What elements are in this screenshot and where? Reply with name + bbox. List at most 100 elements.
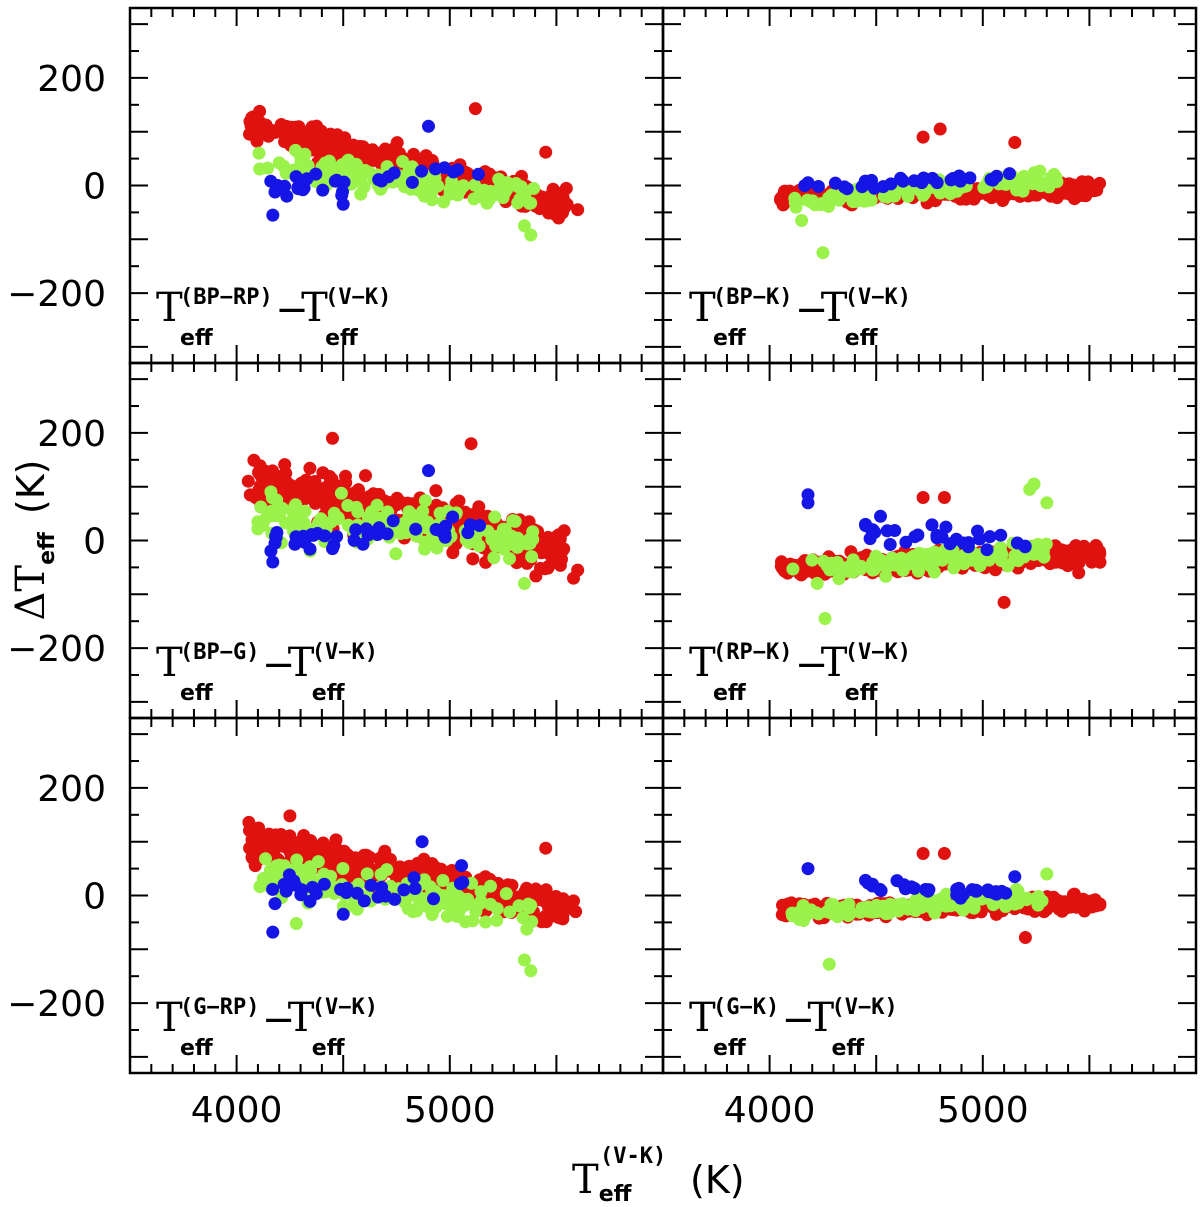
point-green	[289, 143, 302, 157]
point-green	[324, 515, 338, 529]
point-blue	[915, 176, 929, 190]
point-green	[499, 887, 513, 901]
label-sub: eff	[180, 1036, 214, 1061]
point-blue	[994, 528, 1008, 542]
point-red	[337, 844, 351, 858]
point-red	[241, 474, 255, 488]
point-green	[814, 198, 828, 212]
label-sup: (BP−G)	[180, 640, 259, 665]
label-minus: −	[262, 997, 296, 1043]
point-green	[484, 897, 497, 911]
panels-layer: T(BP−RP)eff−T(V−K)effT(BP−K)eff−T(V−K)ef…	[128, 6, 1198, 1075]
series-blue	[264, 119, 485, 222]
point-red	[247, 453, 261, 467]
label-sup: (G−RP)	[180, 995, 259, 1020]
point-red-outlier	[283, 809, 297, 823]
point-green	[897, 553, 910, 567]
point-red	[1080, 900, 1094, 914]
label-symbol: T	[288, 995, 315, 1041]
point-green	[516, 911, 530, 925]
point-red	[390, 136, 404, 150]
panel-label: T(BP−G)eff−T(V−K)eff	[156, 640, 378, 706]
point-green	[908, 557, 922, 571]
point-red	[330, 128, 344, 142]
label-symbol: T	[288, 640, 315, 686]
label-sub: eff	[713, 1036, 747, 1061]
point-red-outlier	[567, 571, 580, 585]
point-blue	[970, 884, 984, 898]
point-red	[304, 838, 318, 852]
point-red	[253, 488, 267, 502]
y-tick-label: −200	[7, 629, 106, 670]
y-tick-label: −200	[7, 984, 106, 1025]
point-green	[468, 178, 482, 192]
point-green	[1022, 172, 1036, 186]
point-blue	[415, 164, 428, 178]
point-red	[556, 544, 569, 557]
label-symbol: T	[821, 640, 848, 686]
point-green	[523, 536, 537, 550]
point-blue	[306, 880, 319, 894]
panel-label: T(G−K)eff−T(V−K)eff	[689, 995, 898, 1061]
point-red	[329, 833, 343, 847]
point-green	[879, 569, 893, 583]
point-blue	[874, 884, 888, 898]
series-blue	[801, 488, 1032, 557]
point-blue	[364, 878, 378, 892]
x-axis-sub: eff	[599, 1182, 633, 1207]
point-green	[417, 873, 431, 887]
point-red	[253, 104, 267, 118]
point-red	[452, 494, 466, 508]
point-blue	[461, 526, 475, 540]
point-green	[440, 909, 454, 923]
label-sup: (V−K)	[312, 995, 378, 1020]
point-blue	[883, 538, 897, 551]
point-green	[312, 515, 326, 529]
point-green	[425, 176, 439, 190]
y-axis-sub: eff	[35, 531, 60, 565]
point-green	[360, 867, 374, 881]
point-red	[544, 544, 558, 558]
svg-text:Teff: Teff	[572, 1157, 633, 1207]
point-blue	[306, 528, 320, 542]
point-red	[776, 557, 790, 571]
point-blue	[980, 543, 994, 557]
point-green	[474, 885, 488, 899]
point-blue	[438, 161, 451, 175]
point-red	[999, 189, 1013, 203]
point-green	[833, 563, 847, 577]
point-red	[246, 118, 260, 132]
panel-g-rp: T(G−RP)eff−T(V−K)eff	[128, 716, 665, 1075]
point-blue	[811, 180, 825, 193]
y-tick-labels: −200 0 200 −200 0 200 −200 0 200	[7, 59, 106, 1025]
point-red	[254, 469, 268, 483]
point-green	[496, 191, 510, 205]
series-blue	[801, 862, 1022, 905]
point-green	[490, 913, 504, 927]
point-green	[351, 505, 365, 519]
x-axis-sup: (V-K)	[600, 1144, 666, 1169]
point-red	[316, 142, 330, 156]
point-red-outlier	[1018, 931, 1032, 944]
point-blue	[446, 510, 460, 524]
point-blue	[381, 170, 395, 184]
point-blue	[300, 172, 314, 186]
point-red	[294, 127, 308, 141]
point-red	[303, 461, 317, 475]
point-green	[448, 185, 462, 199]
point-green	[939, 887, 953, 901]
point-green	[469, 904, 483, 918]
point-green	[527, 182, 541, 195]
point-blue	[427, 892, 440, 906]
point-green	[496, 522, 510, 536]
point-blue-outlier	[874, 509, 887, 523]
point-blue	[317, 877, 331, 891]
point-blue	[456, 875, 470, 889]
label-minus: −	[275, 287, 309, 333]
point-blue	[925, 518, 939, 532]
point-blue	[899, 535, 913, 549]
point-green	[503, 552, 516, 566]
series-blue	[798, 167, 1016, 196]
point-red	[551, 897, 564, 911]
point-red	[538, 562, 552, 576]
